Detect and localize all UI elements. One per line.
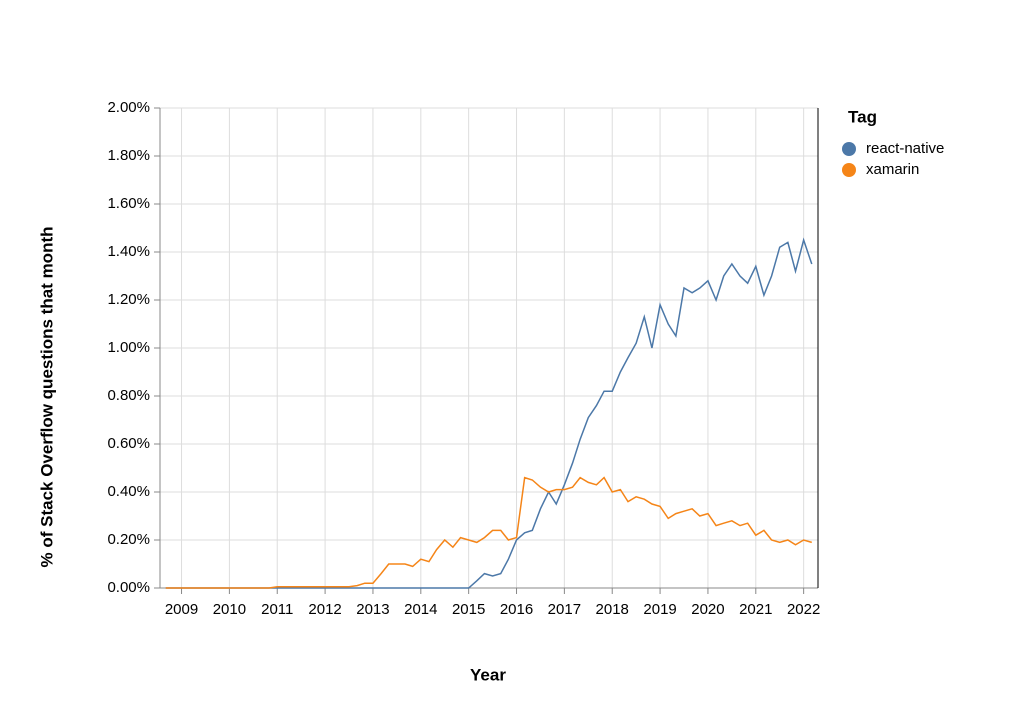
x-tick-label: 2014 [404, 601, 437, 618]
y-tick-label: 0.60% [107, 435, 150, 452]
x-tick-label: 2016 [500, 601, 533, 618]
y-tick-label: 1.60% [107, 195, 150, 212]
y-tick-label: 0.40% [107, 483, 150, 500]
x-tick-label: 2019 [643, 601, 676, 618]
y-axis-title: % of Stack Overflow questions that month [37, 227, 56, 568]
x-tick-label: 2022 [787, 601, 820, 618]
y-tick-label: 1.20% [107, 291, 150, 308]
legend-swatch [842, 142, 856, 156]
x-tick-label: 2010 [213, 601, 246, 618]
x-tick-label: 2018 [596, 601, 629, 618]
x-tick-label: 2021 [739, 601, 772, 618]
x-tick-label: 2017 [548, 601, 581, 618]
y-tick-label: 0.80% [107, 387, 150, 404]
x-tick-label: 2015 [452, 601, 485, 618]
legend-label: react-native [866, 140, 944, 157]
x-tick-label: 2012 [308, 601, 341, 618]
series-line [165, 476, 812, 589]
legend-swatch [842, 163, 856, 177]
x-axis-title: Year [470, 665, 506, 684]
y-tick-label: 0.00% [107, 579, 150, 596]
x-tick-label: 2009 [165, 601, 198, 618]
x-tick-label: 2020 [691, 601, 724, 618]
y-tick-label: 1.40% [107, 243, 150, 260]
y-tick-label: 2.00% [107, 99, 150, 116]
y-tick-label: 0.20% [107, 531, 150, 548]
legend-label: xamarin [866, 161, 919, 178]
y-tick-label: 1.80% [107, 147, 150, 164]
legend-title: Tag [848, 107, 877, 126]
y-tick-label: 1.00% [107, 339, 150, 356]
series-line [165, 237, 813, 589]
x-tick-label: 2013 [356, 601, 389, 618]
x-tick-label: 2011 [261, 601, 293, 618]
